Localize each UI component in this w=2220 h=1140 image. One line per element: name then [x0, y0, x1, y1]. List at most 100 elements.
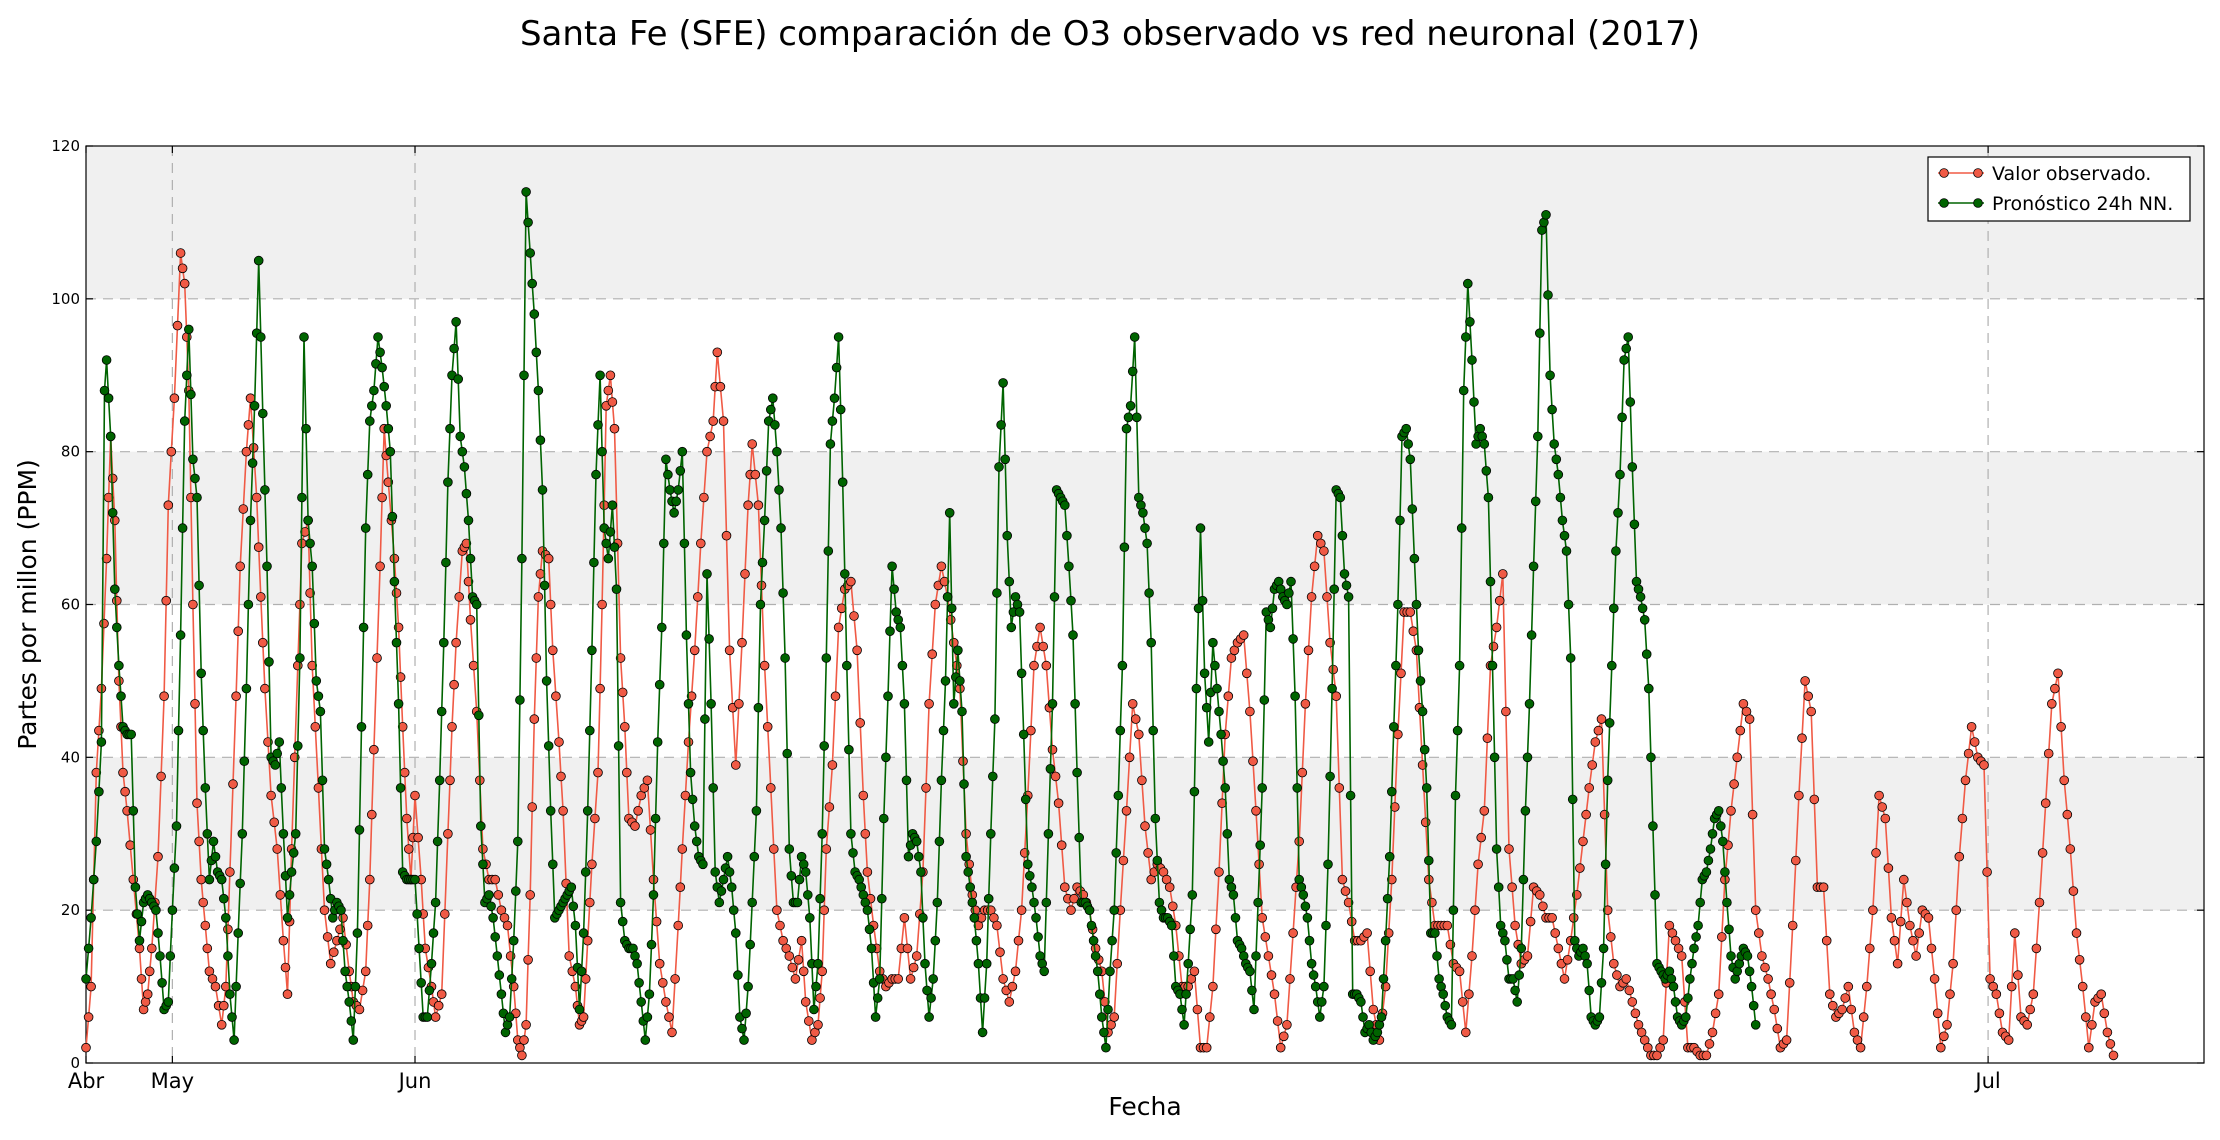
data-point	[414, 943, 424, 954]
data-point	[190, 698, 200, 709]
data-point	[605, 370, 616, 381]
data-point	[1748, 1000, 1759, 1011]
data-point	[241, 683, 252, 694]
data-point	[582, 805, 593, 816]
data-point	[1222, 828, 1233, 839]
data-point	[1908, 935, 1918, 946]
data-point	[1306, 958, 1317, 969]
data-point	[800, 997, 811, 1007]
data-point	[551, 691, 561, 701]
data-point	[1464, 989, 1474, 999]
data-point	[449, 343, 459, 354]
data-point	[389, 576, 400, 587]
data-point	[1705, 844, 1716, 854]
data-point	[1041, 897, 1052, 908]
data-point	[883, 691, 893, 701]
data-point	[366, 400, 377, 411]
data-point	[1335, 492, 1346, 503]
data-point	[299, 332, 309, 342]
data-point	[543, 553, 554, 564]
data-point	[1191, 683, 1202, 694]
data-point	[743, 500, 753, 511]
data-point	[1298, 890, 1309, 900]
data-point	[1562, 954, 1573, 965]
y-axis: 0 20 40 60 80 100 120	[51, 137, 2204, 1072]
data-point	[1134, 729, 1144, 740]
data-point	[1415, 676, 1426, 686]
data-point	[597, 446, 607, 457]
data-point	[391, 588, 402, 598]
data-point	[1148, 725, 1158, 736]
data-point	[1309, 561, 1320, 572]
data-point	[819, 905, 829, 915]
data-point	[1060, 882, 1070, 892]
data-point	[1567, 794, 1578, 805]
data-point	[1470, 905, 1480, 915]
data-point	[1045, 763, 1056, 774]
data-point	[714, 897, 725, 908]
data-point	[1038, 641, 1048, 652]
data-point	[362, 920, 373, 931]
data-point	[1518, 874, 1529, 885]
data-point	[223, 924, 233, 935]
data-point	[556, 771, 566, 782]
data-point	[564, 951, 574, 961]
data-point	[1557, 515, 1568, 526]
data-point	[615, 897, 626, 908]
data-point	[664, 1012, 674, 1022]
data-point	[325, 958, 336, 969]
data-point	[1214, 706, 1224, 717]
data-point	[948, 637, 959, 648]
data-point	[1623, 332, 1633, 342]
data-point	[1491, 622, 1502, 633]
data-point	[547, 645, 558, 656]
data-point	[675, 882, 686, 892]
data-point	[1319, 981, 1329, 992]
data-point	[681, 630, 692, 640]
data-point	[356, 721, 367, 732]
data-point	[893, 974, 903, 984]
x-axis-label: Fecha	[1108, 1092, 1181, 1121]
data-point	[702, 446, 712, 457]
data-point	[679, 538, 690, 549]
data-point	[1242, 668, 1252, 679]
data-point	[1559, 974, 1570, 984]
data-point	[410, 790, 420, 801]
data-point	[471, 599, 482, 610]
data-point	[543, 741, 554, 751]
data-point	[461, 488, 472, 499]
data-point	[1387, 874, 1397, 885]
data-point	[1068, 630, 1078, 640]
data-point	[1253, 897, 1263, 908]
data-point	[944, 507, 955, 518]
data-point	[1248, 756, 1258, 766]
data-point	[2071, 928, 2082, 938]
data-point	[695, 538, 706, 549]
data-point	[1828, 1000, 1838, 1011]
data-point	[1862, 981, 1872, 992]
data-point	[527, 802, 537, 812]
data-point	[2028, 989, 2039, 999]
data-point	[169, 393, 180, 404]
data-point	[136, 916, 147, 927]
data-point	[1152, 855, 1163, 866]
data-point	[1334, 783, 1345, 793]
data-point	[517, 1050, 527, 1061]
data-point	[920, 958, 930, 969]
data-point	[99, 618, 109, 629]
data-point	[809, 1004, 819, 1015]
data-point	[2022, 1020, 2032, 1030]
data-point	[169, 863, 180, 873]
data-point	[1303, 645, 1314, 656]
data-point	[352, 928, 363, 938]
data-point	[387, 511, 398, 522]
data-point	[1450, 790, 1461, 801]
data-point	[619, 721, 630, 732]
data-point	[1630, 1008, 1641, 1019]
data-point	[379, 381, 390, 392]
data-point	[578, 1012, 589, 1022]
data-point	[603, 385, 614, 396]
data-point	[790, 974, 801, 984]
data-point	[1800, 676, 1810, 686]
data-point	[1806, 706, 1816, 717]
